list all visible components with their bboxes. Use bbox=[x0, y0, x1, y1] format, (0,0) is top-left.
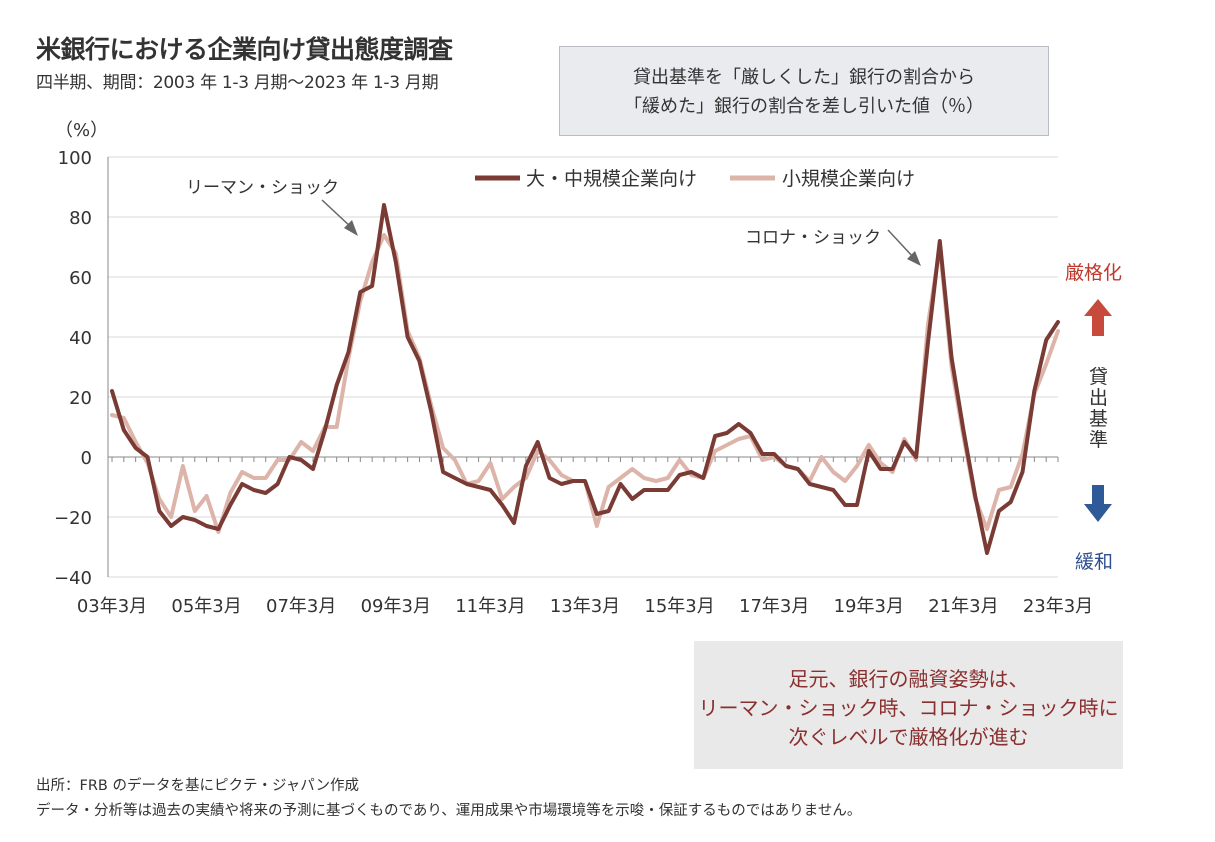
y-tick-label: 40 bbox=[69, 328, 92, 349]
legend-background bbox=[452, 160, 922, 196]
comment-box: 足元、銀行の融資姿勢は、 リーマン・ショック時、コロナ・ショック時に 次ぐレベル… bbox=[694, 641, 1123, 769]
disclaimer-note: データ・分析等は過去の実績や将来の予測に基づくものであり、運用成果や市場環境等を… bbox=[36, 803, 862, 819]
x-tick-label: 23年3月 bbox=[1023, 596, 1093, 617]
x-tick-label: 17年3月 bbox=[739, 596, 809, 617]
chart-title: 米銀行における企業向け貸出態度調査 bbox=[36, 35, 453, 64]
tick-labels: −40 −20 0 20 40 60 80 100 03年3月 05年3月 07年3月 09年3月 11… bbox=[54, 148, 1093, 617]
x-tick-label: 09年3月 bbox=[361, 596, 431, 617]
arrow-down-icon bbox=[1084, 485, 1112, 522]
comment-line: 足元、銀行の融資姿勢は、 bbox=[788, 667, 1029, 691]
series-lines bbox=[110, 203, 1060, 555]
y-tick-label: 80 bbox=[69, 208, 92, 229]
chart-subtitle: 四半期、期間：2003 年 1-3 月期～2023 年 1-3 月期 bbox=[36, 73, 439, 93]
axes bbox=[107, 157, 1059, 577]
legend-label-small: 小規模企業向け bbox=[782, 168, 915, 190]
annotation-lehman-shock: リーマン・ショック bbox=[186, 178, 339, 198]
series-line-small bbox=[110, 233, 1060, 534]
legend-label-large: 大・中規模企業向け bbox=[526, 168, 697, 190]
grid-lines bbox=[108, 156, 1058, 578]
side-label-char: 貸 bbox=[1089, 366, 1108, 388]
series-line-large bbox=[110, 203, 1060, 555]
x-tick-label: 05年3月 bbox=[171, 596, 241, 617]
definition-note-line: 貸出基準を「厳しくした」銀行の割合から bbox=[633, 67, 975, 88]
x-tick-label: 15年3月 bbox=[644, 596, 714, 617]
annotation-arrow-lehman bbox=[321, 199, 353, 229]
y-tick-label: 60 bbox=[69, 268, 92, 289]
y-axis-unit-label: （%） bbox=[55, 120, 108, 141]
x-tick-label: 21年3月 bbox=[928, 596, 998, 617]
arrow-head-icon bbox=[907, 251, 921, 266]
side-label-char: 基 bbox=[1089, 408, 1108, 430]
easing-label: 緩和 bbox=[1075, 551, 1113, 573]
arrow-up-icon bbox=[1084, 299, 1112, 336]
arrow-head-icon bbox=[344, 220, 358, 236]
annotation-arrow-corona bbox=[887, 229, 915, 259]
x-tick-label: 11年3月 bbox=[455, 596, 525, 617]
definition-note-box: 貸出基準を「厳しくした」銀行の割合から 「緩めた」銀行の割合を差し引いた値（％） bbox=[559, 46, 1049, 136]
y-tick-label: −20 bbox=[54, 508, 92, 529]
source-note: 出所：FRB のデータを基にピクテ・ジャパン作成 bbox=[36, 778, 359, 794]
y-tick-label: 20 bbox=[69, 388, 92, 409]
x-tick-label: 03年3月 bbox=[77, 596, 147, 617]
y-tick-label: −40 bbox=[54, 568, 92, 589]
x-tick-label: 19年3月 bbox=[834, 596, 904, 617]
x-tick-label: 07年3月 bbox=[266, 596, 336, 617]
side-label-char: 出 bbox=[1089, 387, 1108, 409]
tightening-label: 厳格化 bbox=[1065, 262, 1122, 284]
comment-line: リーマン・ショック時、コロナ・ショック時に bbox=[698, 696, 1119, 720]
comment-line: 次ぐレベルで厳格化が進む bbox=[788, 725, 1029, 749]
y-tick-label: 100 bbox=[58, 148, 92, 169]
y-tick-label: 0 bbox=[81, 448, 92, 469]
side-label-char: 準 bbox=[1089, 429, 1108, 451]
annotation-corona-shock: コロナ・ショック bbox=[745, 228, 881, 248]
x-tick-label: 13年3月 bbox=[550, 596, 620, 617]
definition-note-line: 「緩めた」銀行の割合を差し引いた値（％） bbox=[624, 96, 984, 117]
